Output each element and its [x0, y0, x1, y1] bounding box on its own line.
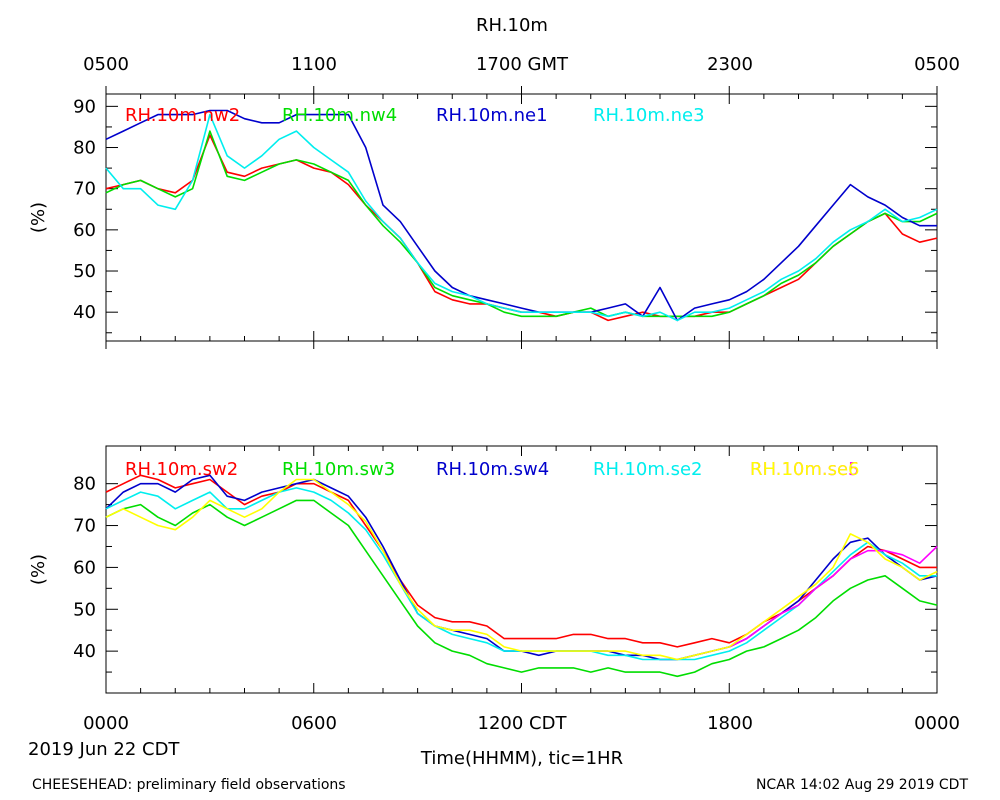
series-line-RH-10m-se5	[728, 545, 938, 648]
bottom-axis-labels: 0000 0600 1200 CDT 1800 0000	[83, 713, 960, 734]
y-tick-label: 90	[73, 96, 96, 117]
legend-label: RH.10m.ne3	[593, 105, 705, 126]
legend-label: RH.10m.sw2	[125, 459, 238, 480]
y-tick-label: 80	[73, 138, 96, 159]
y-tick-label: 60	[73, 557, 96, 578]
y-tick-label: 50	[73, 261, 96, 282]
series-line-RH-10m-nw2	[105, 134, 938, 322]
x-axis-label: Time(HHMM), tic=1HR	[420, 748, 623, 769]
top-tick-label: 1700 GMT	[476, 54, 569, 75]
bottom-tick-label: 1200 CDT	[478, 713, 568, 734]
top-tick-label: 0500	[914, 54, 960, 75]
bottom-tick-label: 0000	[914, 713, 960, 734]
series-line-RH-10m-se6	[105, 478, 938, 661]
y-axis-label: (%)	[28, 202, 49, 233]
plot-frame	[105, 93, 938, 342]
series-line-RH-10m-se2	[105, 487, 937, 661]
top-tick-label: 2300	[707, 54, 753, 75]
plot-frame	[105, 445, 938, 694]
legend-label: RH.10m.nw4	[282, 105, 397, 126]
series-line-RH-10m-sw2	[105, 474, 937, 648]
top-tick-label: 0500	[83, 54, 129, 75]
legend-label: RH.10m.sw3	[282, 459, 395, 480]
date-label: 2019 Jun 22 CDT	[28, 739, 180, 760]
bottom-tick-label: 1800	[707, 713, 753, 734]
legend-label: RH.10m.se6	[750, 459, 860, 480]
legend-label: RH.10m.se2	[593, 459, 703, 480]
y-tick-label: 50	[73, 599, 96, 620]
y-tick-label: 70	[73, 516, 96, 537]
series-line-RH-10m-sw3	[105, 499, 938, 678]
legend-label: RH.10m.sw4	[436, 459, 549, 480]
bottom-tick-label: 0600	[291, 713, 337, 734]
y-tick-label: 80	[73, 474, 96, 495]
y-tick-label: 40	[73, 302, 96, 323]
legend-label: RH.10m.nw2	[125, 105, 240, 126]
footer-left: CHEESEHEAD: preliminary field observatio…	[32, 777, 346, 793]
series-line-RH-10m-ne1	[105, 109, 937, 322]
series-line-RH-10m-ne3	[105, 113, 938, 322]
legend-label: RH.10m.se5	[750, 459, 860, 480]
series-line-RH-10m-nw4	[105, 130, 938, 318]
y-tick-label: 40	[73, 641, 96, 662]
panel-top: 40 50 60 70 80 90 (%) RH.10m.nw2 RH.10m.nw4 RH.10…	[28, 86, 938, 349]
legend-label: RH.10m.ne1	[436, 105, 548, 126]
footer-right: NCAR 14:02 Aug 29 2019 CDT	[756, 777, 968, 793]
chart-title: RH.10m	[476, 15, 548, 36]
top-tick-label: 1100	[291, 54, 337, 75]
y-tick-label: 60	[73, 220, 96, 241]
bottom-tick-label: 0000	[83, 713, 129, 734]
y-tick-label: 70	[73, 179, 96, 200]
series-line-RH-10m-sw4	[105, 474, 938, 661]
y-axis-label: (%)	[28, 554, 49, 585]
panel-bottom: 40 50 60 70 80 (%) RH.10m.sw2 RH.10m.sw3 RH.10m.…	[28, 445, 938, 694]
top-axis-labels: 0500 1100 1700 GMT 2300 0500	[83, 54, 960, 75]
